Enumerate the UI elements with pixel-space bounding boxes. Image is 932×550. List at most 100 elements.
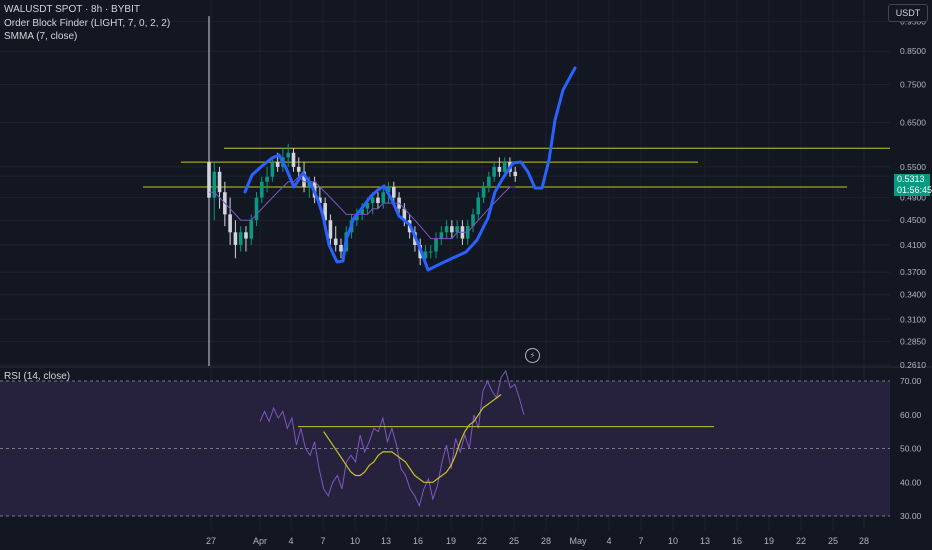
candle-body — [228, 214, 232, 233]
indicator-legend-rsi[interactable]: RSI (14, close) — [4, 371, 71, 382]
time-axis-label: 22 — [796, 536, 806, 546]
candle-body — [444, 226, 449, 233]
candle-body — [339, 244, 343, 252]
price-axis-label: 0.7500 — [900, 79, 926, 89]
candle-body — [270, 162, 275, 177]
time-axis-label: 19 — [764, 536, 774, 546]
time-axis-label: 13 — [700, 536, 710, 546]
candle-body — [260, 181, 264, 198]
indicator-legend-smma[interactable]: SMMA (7, close) — [4, 31, 78, 42]
candle-body — [497, 166, 502, 172]
candle-body — [318, 197, 322, 204]
candle-body — [265, 176, 269, 182]
time-axis-label: 27 — [206, 536, 216, 546]
candle-body — [307, 181, 312, 187]
candle-body — [360, 208, 364, 215]
candle-body — [328, 220, 333, 239]
candle-body — [439, 232, 444, 239]
symbol-legend[interactable]: WALUSDT SPOT · 8h · BYBIT — [4, 4, 140, 15]
time-axis-label: 16 — [732, 536, 742, 546]
time-axis-label: 4 — [606, 536, 611, 546]
price-axis-label: 0.3700 — [900, 267, 926, 277]
price-axis-label: 0.2850 — [900, 337, 926, 347]
candle-body — [450, 226, 454, 233]
candle-body — [249, 220, 254, 239]
time-axis-label: 28 — [541, 536, 551, 546]
rsi-layer — [259, 369, 714, 508]
candle-body — [333, 238, 338, 245]
candle-body — [286, 152, 290, 158]
price-axis-label: 0.4500 — [900, 215, 926, 225]
time-axis-label: 13 — [381, 536, 391, 546]
indicator-legend-order-block[interactable]: Order Block Finder (LIGHT, 7, 0, 2, 2) — [4, 18, 171, 29]
candle-body — [402, 208, 407, 221]
smma-line — [209, 176, 516, 240]
price-axis-label: 0.4100 — [900, 240, 926, 250]
rsi-axis-label: 70.00 — [900, 376, 922, 386]
candle-body — [455, 226, 459, 233]
candle-body — [275, 162, 280, 167]
time-axis-label: 16 — [413, 536, 423, 546]
time-axis-label: 25 — [828, 536, 838, 546]
axes: 0.95000.85000.75000.65000.55000.49000.45… — [206, 17, 926, 546]
last-price-tag: 0.5313 01:56:45 — [894, 174, 932, 196]
bar-countdown: 01:56:45 — [897, 185, 932, 195]
price-axis-label: 0.5500 — [900, 162, 926, 172]
candle-body — [302, 171, 306, 187]
time-axis-label: May — [569, 536, 587, 546]
candle-body — [244, 232, 248, 239]
candle-body — [365, 203, 370, 209]
candle-body — [233, 232, 238, 245]
time-axis-label: 4 — [288, 536, 293, 546]
candle-body — [323, 203, 327, 221]
candle-body — [502, 162, 507, 172]
time-axis-label: 10 — [350, 536, 360, 546]
candle-body — [423, 251, 428, 259]
candle-body — [355, 214, 359, 221]
candle-body — [370, 197, 375, 204]
candle-body — [392, 186, 396, 198]
candle-body — [381, 192, 386, 204]
candles — [207, 16, 518, 367]
candle-body — [481, 186, 486, 198]
candle-body — [492, 166, 496, 177]
projection-drawing — [243, 66, 577, 272]
pane-separator — [0, 366, 932, 517]
rsi-line — [259, 369, 525, 508]
lightning-icon[interactable]: ⚡ — [525, 348, 540, 363]
candle-body — [434, 238, 438, 252]
currency-button[interactable]: USDT — [888, 4, 928, 22]
candle-body — [291, 152, 296, 167]
candle-body — [296, 166, 301, 172]
rsi-axis-label: 50.00 — [900, 444, 922, 454]
candle-body — [386, 186, 391, 193]
time-axis-label: 10 — [668, 536, 678, 546]
time-axis-label: Apr — [253, 536, 267, 546]
price-axis-label: 0.3100 — [900, 314, 926, 324]
candle-body — [428, 251, 433, 253]
rsi-ma-line — [323, 394, 502, 483]
time-axis-label: 7 — [638, 536, 643, 546]
candle-body — [487, 176, 491, 187]
rsi-axis-label: 40.00 — [900, 477, 922, 487]
drawing-layer — [243, 66, 577, 272]
price-axis-label: 0.3400 — [900, 290, 926, 300]
rsi-axis-label: 60.00 — [900, 410, 922, 420]
candle-body — [513, 171, 518, 177]
time-axis-label: 7 — [320, 536, 325, 546]
candle-body — [238, 232, 243, 245]
candle-body — [217, 171, 222, 193]
time-axis-label: 19 — [446, 536, 456, 546]
price-axis-label: 0.2610 — [900, 360, 926, 370]
time-axis-label: 22 — [477, 536, 487, 546]
time-axis-label: 25 — [509, 536, 519, 546]
rsi-axis-label: 30.00 — [900, 511, 922, 521]
horizontal-lines — [143, 147, 890, 188]
candle-body — [207, 162, 211, 198]
candle-body — [254, 197, 259, 221]
price-axis-label: 0.8500 — [900, 46, 926, 56]
smma-layer — [209, 176, 516, 240]
candle-body — [212, 171, 217, 198]
time-axis-label: 28 — [859, 536, 869, 546]
